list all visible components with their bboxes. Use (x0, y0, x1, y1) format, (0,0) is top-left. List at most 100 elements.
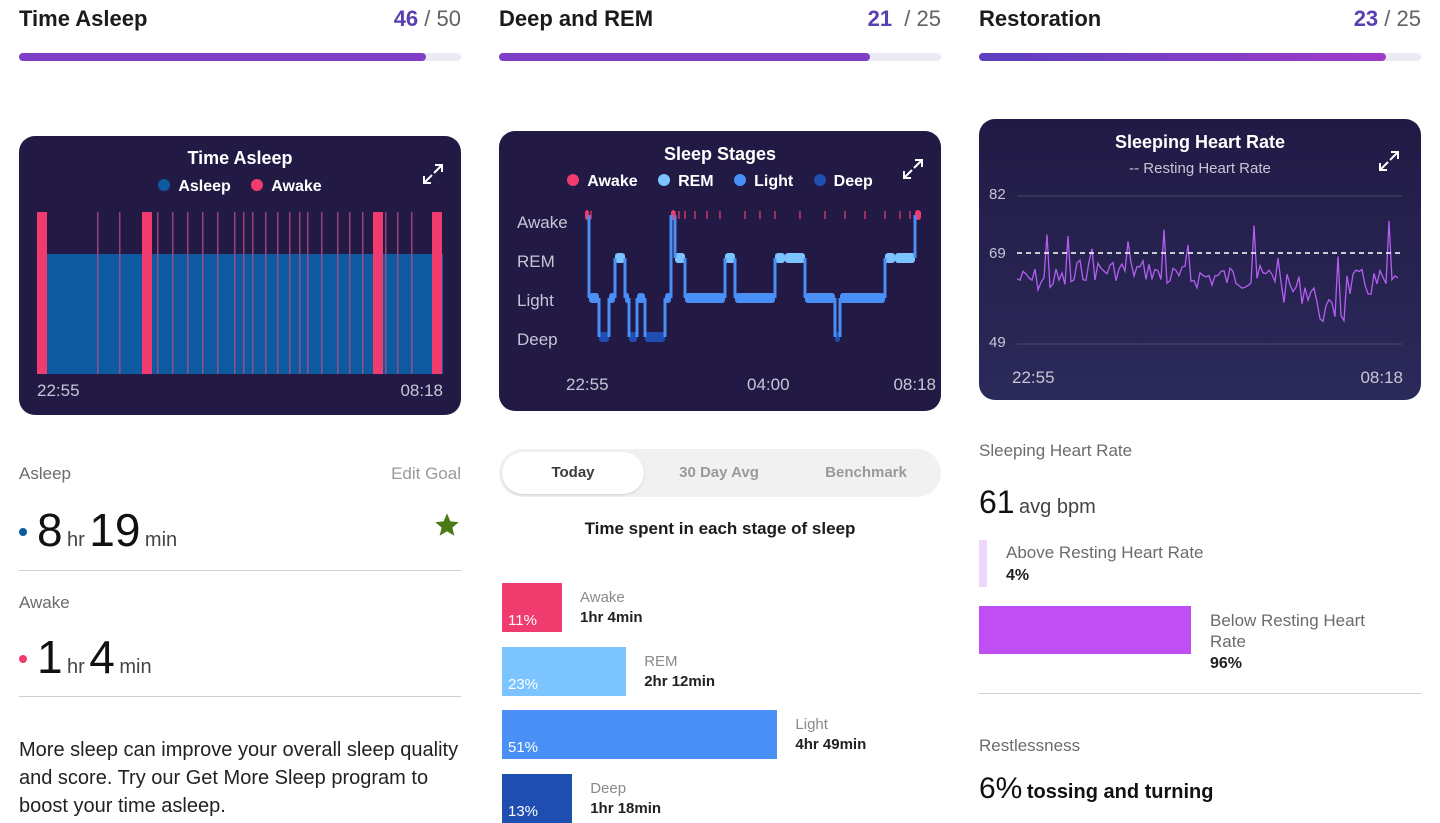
stage-bar-deep: 13% (502, 773, 573, 823)
legend-asleep: Asleep (158, 178, 231, 196)
sleep-stages-chart (585, 210, 921, 342)
sleep-tip: More sleep can improve your overall slee… (19, 739, 459, 817)
stage-segment (805, 293, 835, 303)
section-score: 21 / 25 (868, 6, 941, 32)
stage-segment (735, 293, 775, 303)
asleep-label: Asleep (19, 464, 71, 483)
deep-rem-progress-bar (499, 53, 941, 61)
score-max: / 50 (424, 6, 461, 31)
awake-mark (373, 212, 383, 374)
chart-title: Sleep Stages (663, 144, 777, 164)
stage-label-deep: Deep (517, 330, 558, 349)
stage-pct: 11% (508, 612, 537, 629)
chart-end-time: 08:18 (400, 381, 443, 400)
awake-mark (307, 212, 309, 374)
light-dot-icon (734, 174, 747, 186)
score-max: / 25 (904, 6, 941, 31)
legend-rem: REM (658, 173, 714, 191)
y-tick-49: 49 (989, 334, 1006, 351)
deep-rem-column: Deep and REM 21 / 25 Sleep Stages Awake … (499, 0, 941, 823)
awake-mark (142, 212, 152, 374)
section-title: Time Asleep (19, 6, 148, 31)
stage-name: Deep (590, 779, 627, 797)
stage-segment (885, 253, 895, 263)
tab-today[interactable]: Today (502, 452, 644, 494)
awake-mark (234, 212, 236, 374)
stages-subtitle: Time spent in each stage of sleep (584, 519, 856, 538)
tab-benchmark[interactable]: Benchmark (825, 464, 907, 481)
rem-dot-icon (658, 174, 671, 186)
awake-mark (97, 212, 99, 374)
below-resting-pct: 96% (1210, 655, 1243, 672)
heart-rate-chart-card[interactable]: Sleeping Heart Rate -- Resting Heart Rat… (979, 119, 1421, 400)
avg-heart-rate: 61 avg bpm (979, 484, 1096, 520)
awake-mark (397, 212, 399, 374)
edit-goal-link[interactable]: Edit Goal (391, 464, 461, 483)
restoration-column: Restoration 23 / 25 Sleeping Heart Rate … (979, 0, 1421, 810)
legend-awake: Awake (567, 173, 638, 191)
awake-duration: 1 hr 4 min (19, 630, 152, 684)
asleep-duration: 8 hr 19 min (19, 503, 177, 557)
expand-icon[interactable] (421, 162, 445, 186)
heart-rate-chart (1017, 195, 1402, 345)
stage-segment (615, 253, 625, 263)
progress-fill (19, 53, 426, 61)
stage-duration: 4hr 49min (795, 736, 867, 753)
stage-bar-awake: 11% (502, 583, 562, 632)
stage-segment (629, 332, 637, 342)
stage-name: Awake (580, 589, 625, 606)
asleep-dot-icon (158, 179, 171, 191)
stage-segment (589, 293, 599, 303)
restlessness-value: 6% tossing and turning (979, 772, 1214, 805)
stage-segment (685, 293, 725, 303)
y-tick-69: 69 (989, 245, 1006, 262)
above-resting-label: Above Resting Heart Rate (1006, 543, 1204, 562)
tab-30-day-avg[interactable]: 30 Day Avg (679, 464, 759, 481)
awake-mark (277, 212, 279, 374)
stage-segment (895, 253, 915, 263)
stage-label-light: Light (517, 291, 554, 310)
chart-title: Sleeping Heart Rate (1114, 132, 1286, 152)
expand-icon[interactable] (1377, 149, 1401, 173)
chart-time-start: 22:55 (566, 375, 609, 394)
section-title: Deep and REM (499, 6, 654, 31)
chart-start-time: 22:55 (1012, 368, 1055, 387)
above-resting-pct: 4% (1006, 567, 1030, 584)
awake-mark (321, 212, 323, 374)
legend-light: Light (734, 173, 793, 191)
expand-icon[interactable] (901, 157, 925, 181)
awake-mark (289, 212, 291, 374)
restlessness-label: Restlessness (979, 736, 1081, 755)
chart-time-end: 08:18 (893, 375, 936, 394)
deep-rem-header: Deep and REM 21 / 25 (499, 6, 941, 36)
awake-label: Awake (19, 593, 70, 612)
awake-mark (243, 212, 245, 374)
chart-title: Time Asleep (187, 148, 293, 168)
time-asleep-chart-card[interactable]: Time Asleep Asleep Awake 22:55 08:18 (19, 136, 461, 415)
stage-label-awake: Awake (517, 213, 568, 232)
chart-end-time: 08:18 (1360, 368, 1403, 387)
stage-label-rem: REM (517, 252, 555, 271)
stage-segment (637, 293, 645, 303)
above-resting-bar (979, 540, 987, 587)
asleep-dot-icon (19, 528, 27, 536)
time-asleep-chart (37, 212, 443, 374)
period-toggle: Today 30 Day Avg Benchmark (499, 449, 941, 497)
stage-segment (775, 253, 785, 263)
awake-mark (217, 212, 219, 374)
restoration-header: Restoration 23 / 25 (979, 6, 1421, 36)
stage-pct: 13% (508, 802, 539, 820)
section-title: Restoration (979, 6, 1102, 31)
awake-mark (337, 212, 339, 374)
stage-segment (840, 293, 885, 303)
stage-duration: 1hr 4min (580, 609, 643, 626)
section-score: 46 / 50 (394, 6, 461, 32)
stage-name: Light (795, 716, 828, 733)
chart-time-mid: 04:00 (747, 375, 790, 394)
below-resting-bar (979, 606, 1191, 654)
sleep-stages-chart-card[interactable]: Sleep Stages Awake REM Light Deep Awake … (499, 131, 941, 411)
awake-mark (299, 212, 301, 374)
awake-mark (37, 212, 47, 374)
chart-subtitle: -- Resting Heart Rate (1129, 160, 1271, 177)
divider (979, 693, 1421, 694)
